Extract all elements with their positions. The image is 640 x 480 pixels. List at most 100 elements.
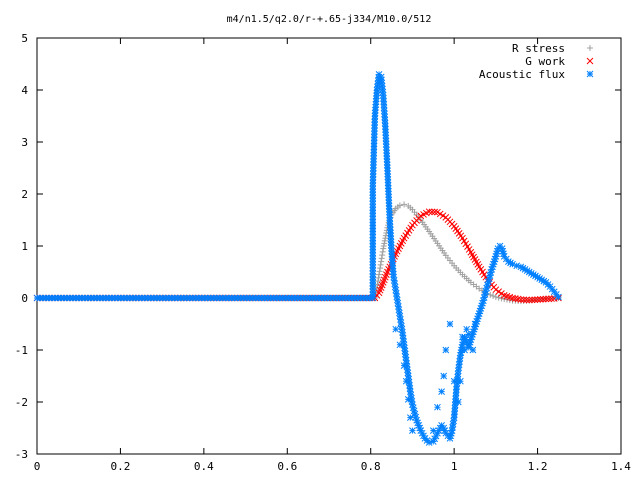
data-point — [386, 220, 394, 228]
data-point — [369, 164, 377, 172]
x-tick-label: 0 — [34, 460, 41, 473]
data-point — [513, 262, 521, 270]
data-point — [463, 325, 471, 333]
y-tick-label: 4 — [21, 84, 28, 97]
data-point — [409, 427, 416, 434]
data-point — [531, 296, 539, 304]
data-point — [376, 268, 383, 275]
data-point — [381, 240, 388, 247]
legend-marker — [587, 45, 593, 51]
data-point — [391, 283, 399, 291]
data-point — [536, 296, 544, 303]
data-point — [369, 237, 377, 244]
data-point — [528, 296, 536, 304]
data-point — [406, 414, 414, 421]
data-point — [465, 331, 473, 338]
x-tick-label: 1 — [451, 460, 458, 473]
data-point — [371, 121, 378, 129]
data-point — [400, 362, 408, 369]
y-tick-label: 1 — [21, 240, 28, 253]
data-point — [461, 346, 468, 354]
data-point — [396, 341, 404, 349]
data-point — [402, 377, 410, 385]
data-point — [459, 333, 466, 341]
data-point — [457, 377, 464, 385]
chart-title: m4/n1.5/q2.0/r-+.65-j334/M10.0/512 — [227, 14, 432, 25]
data-point — [376, 271, 383, 278]
data-point — [387, 226, 394, 234]
data-point — [534, 296, 541, 303]
data-point — [377, 261, 384, 268]
data-point — [379, 248, 386, 255]
data-point — [371, 124, 378, 132]
data-point — [490, 292, 497, 299]
plot-frame — [36, 37, 622, 455]
data-point — [539, 295, 547, 303]
axes: 0 0.2 0.4 0.6 0.8 1 1.2 1.4 5 4 3 2 1 0 -1 -2 -3 — [15, 32, 632, 473]
data-point — [369, 219, 377, 226]
data-point — [517, 296, 525, 303]
x-tick-label: 0.2 — [110, 460, 130, 473]
data-point — [396, 202, 403, 209]
data-point — [525, 296, 533, 304]
data-point — [450, 377, 458, 385]
data-point — [375, 274, 382, 281]
data-point — [378, 255, 385, 262]
legend-label: Acoustic flux — [479, 68, 565, 81]
data-point — [434, 403, 441, 411]
data-point — [369, 273, 377, 281]
data-point — [380, 243, 387, 249]
y-tick-label: -3 — [15, 448, 28, 461]
y-tick-label: -1 — [15, 344, 28, 357]
data-point — [454, 398, 462, 406]
data-point — [428, 208, 436, 216]
y-tick-label: 2 — [21, 188, 28, 201]
data-point — [369, 210, 377, 217]
y-tick-label: 5 — [21, 32, 28, 45]
data-point — [369, 243, 377, 250]
data-point — [442, 346, 450, 354]
data-point — [381, 237, 388, 244]
legend-label: G work — [525, 55, 565, 68]
data-point — [370, 158, 377, 166]
data-point — [369, 222, 377, 229]
data-point — [369, 185, 377, 193]
data-point — [520, 296, 528, 304]
data-point — [386, 211, 393, 219]
data-point — [469, 346, 477, 354]
data-point — [440, 372, 448, 380]
data-point — [487, 291, 494, 298]
y-tick-label: 3 — [21, 136, 28, 149]
data-point — [369, 194, 377, 202]
data-point — [392, 325, 400, 333]
data-point — [369, 216, 377, 223]
data-point — [378, 258, 385, 265]
data-point — [371, 127, 378, 135]
data-point — [369, 258, 377, 266]
legend-marker — [586, 70, 594, 78]
data-point — [374, 281, 381, 288]
data-point — [429, 427, 437, 434]
data-point — [495, 294, 502, 301]
legend-marker — [586, 57, 594, 65]
data-point — [555, 293, 562, 301]
data-point — [392, 286, 400, 294]
legend-label: R stress — [512, 42, 565, 55]
x-tick-label: 1.4 — [611, 460, 631, 473]
data-point — [446, 320, 454, 328]
data-point — [431, 208, 439, 216]
y-tick-label: 0 — [21, 292, 28, 305]
data-point — [425, 208, 433, 216]
data-point — [387, 235, 395, 243]
series-r-stress — [34, 201, 562, 305]
x-tick-label: 0.6 — [277, 460, 297, 473]
data-point — [438, 388, 445, 395]
data-point — [370, 137, 378, 144]
series-acoustic-flux — [33, 71, 562, 446]
data-point — [370, 161, 377, 169]
data-point — [542, 295, 550, 303]
data-point — [369, 213, 377, 220]
data-point — [492, 293, 499, 300]
x-tick-label: 0.8 — [361, 460, 381, 473]
